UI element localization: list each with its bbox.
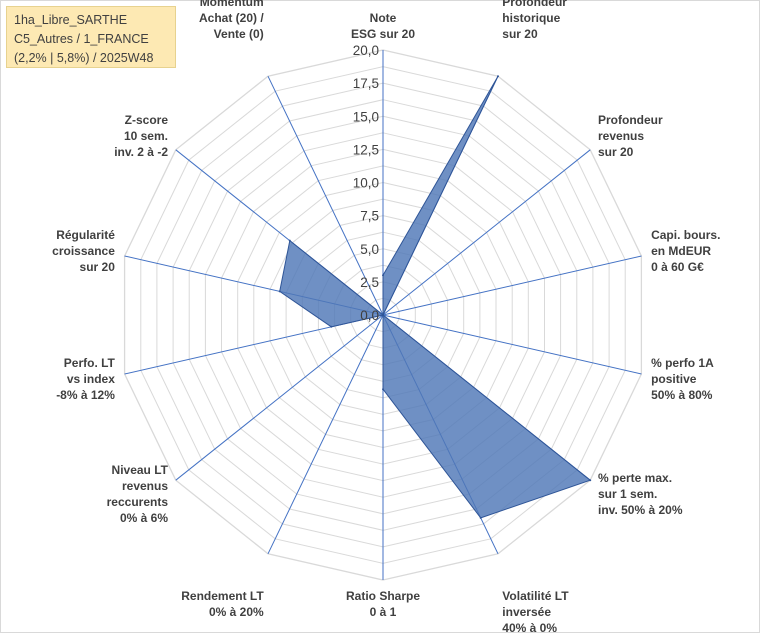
axis-label-line: Rendement LT	[181, 589, 264, 603]
axis-label: Niveau LT revenus reccurents 0% à 6%	[107, 463, 169, 525]
axis-label-line: vs index	[67, 372, 115, 386]
data-point	[330, 325, 333, 328]
axis-label-line: Note	[370, 11, 397, 25]
tick-label: 17,5	[353, 76, 379, 91]
axis-label-line: Vente (0)	[214, 27, 264, 41]
axis-label-line: sur 20	[80, 260, 116, 274]
axis-spoke	[267, 75, 384, 316]
data-point	[589, 479, 592, 482]
axis-label-line: Perfo. LT	[64, 356, 116, 370]
axis-label: Perfo. LT vs index -8% à 12%	[56, 356, 115, 402]
axis-spoke	[382, 149, 591, 316]
axis-label-line: Profondeur	[598, 113, 663, 127]
axis-label-line: Niveau LT	[112, 463, 169, 477]
axis-label-line: Profondeur	[502, 0, 567, 9]
axis-label: Régularité croissance sur 20	[52, 228, 115, 274]
axis-label-line: sur 1 sem.	[598, 487, 657, 501]
data-point	[382, 274, 384, 277]
tick-layer: 0,0 2,5 5,0 7,5 10,0 12,5 15,0 17,5 20,0	[353, 43, 379, 323]
axis-spoke	[382, 314, 642, 375]
axis-label-line: % perfo 1A	[651, 356, 714, 370]
axis-label-line: 40% à 0%	[502, 621, 557, 633]
axis-label-line: 0 à 60 G€	[651, 260, 704, 274]
axis-label-line: ESG sur 20	[351, 27, 415, 41]
axis-label-line: Volatilité LT	[502, 589, 569, 603]
axis-label-line: inv. 2 à -2	[114, 145, 168, 159]
info-box: 1ha_Libre_SARTHE C5_Autres / 1_FRANCE (2…	[6, 6, 176, 68]
axis-label: Momentum Achat (20) / Vente (0)	[199, 0, 264, 41]
tick-label: 0,0	[360, 308, 379, 323]
data-point	[382, 314, 384, 316]
axis-label-line: sur 20	[598, 145, 634, 159]
axis-label-line: -8% à 12%	[56, 388, 115, 402]
axis-label-line: 10 sem.	[124, 129, 168, 143]
tick-label: 5,0	[360, 242, 379, 257]
axis-label-line: inversée	[502, 605, 551, 619]
axis-label-line: Momentum	[200, 0, 264, 9]
tick-label: 2,5	[360, 275, 379, 290]
axis-label-line: inv. 50% à 20%	[598, 503, 683, 517]
axis-label: Capi. bours. en MdEUR 0 à 60 G€	[651, 228, 720, 274]
axis-label-line: 0% à 20%	[209, 605, 264, 619]
tick-label: 10,0	[353, 176, 379, 191]
axis-label: % perte max. sur 1 sem. inv. 50% à 20%	[598, 471, 683, 517]
axis-label: Rendement LT 0% à 20%	[181, 589, 264, 619]
tick-label: 7,5	[360, 209, 379, 224]
axis-label-line: Achat (20) /	[199, 11, 264, 25]
axis-label: Ratio Sharpe 0 à 1	[346, 589, 420, 619]
data-point	[278, 290, 281, 293]
axis-label-line: historique	[502, 11, 560, 25]
axis-label-line: revenus	[598, 129, 644, 143]
axis-label: Z-score 10 sem. inv. 2 à -2	[114, 113, 168, 159]
label-layer: Note ESG sur 20 Profondeur historique sur 20…	[52, 0, 720, 633]
tick-label: 20,0	[353, 43, 379, 58]
axis-label-line: positive	[651, 372, 697, 386]
axis-label-line: Z-score	[125, 113, 169, 127]
axis-label-line: revenus	[122, 479, 168, 493]
axis-spoke	[175, 314, 384, 481]
axis-label-line: reccurents	[107, 495, 169, 509]
axis-spoke	[267, 314, 384, 555]
axis-label: Note ESG sur 20	[351, 11, 415, 41]
tick-label: 12,5	[353, 142, 379, 157]
axis-label: % perfo 1A positive 50% à 80%	[651, 356, 714, 402]
axis-label-line: 0% à 6%	[120, 511, 168, 525]
axis-label-line: croissance	[52, 244, 115, 258]
data-point	[479, 516, 482, 519]
axis-label-line: Ratio Sharpe	[346, 589, 420, 603]
axis-label-line: 50% à 80%	[651, 388, 713, 402]
series-layer	[278, 75, 592, 519]
axis-label-line: Régularité	[56, 228, 115, 242]
series-area	[279, 75, 592, 519]
axis-label-line: % perte max.	[598, 471, 672, 485]
info-line-2: C5_Autres / 1_FRANCE	[14, 32, 149, 46]
axis-label: Volatilité LT inversée 40% à 0%	[502, 589, 569, 633]
tick-label: 15,0	[353, 109, 379, 124]
data-point	[288, 239, 291, 242]
axis-label: Profondeur historique sur 20	[502, 0, 567, 41]
data-point	[497, 75, 499, 78]
axis-label-line: Capi. bours.	[651, 228, 720, 242]
axis-label-line: en MdEUR	[651, 244, 711, 258]
info-line-3: (2,2% | 5,8%) / 2025W48	[14, 51, 154, 65]
axis-label-line: 0 à 1	[370, 605, 397, 619]
info-line-1: 1ha_Libre_SARTHE	[14, 13, 128, 27]
data-point	[382, 388, 384, 391]
axis-label-line: sur 20	[502, 27, 538, 41]
axis-spoke	[382, 255, 642, 316]
axis-label: Profondeur revenus sur 20	[598, 113, 663, 159]
